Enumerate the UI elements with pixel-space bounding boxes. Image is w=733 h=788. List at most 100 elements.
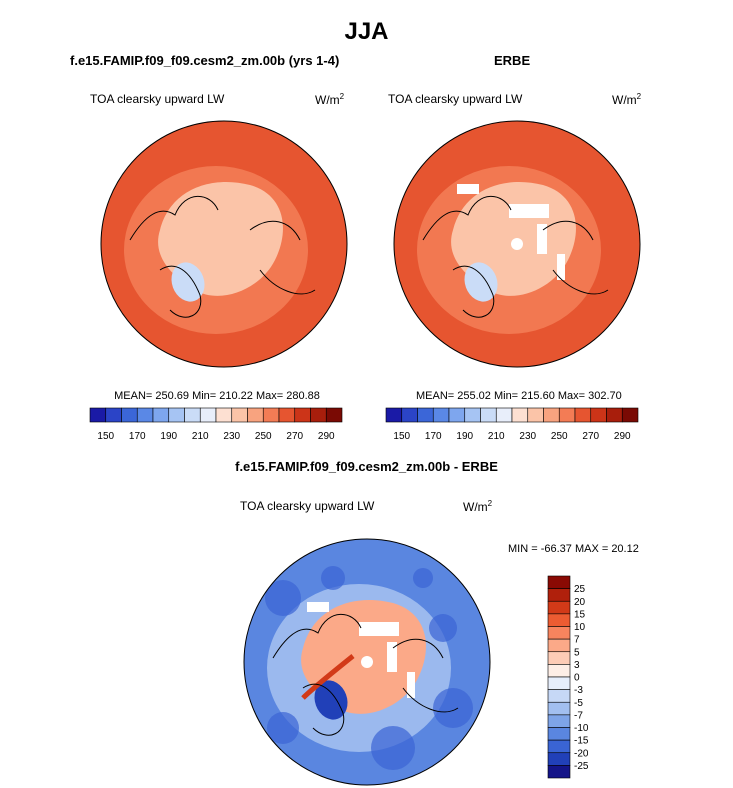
colorbar-swatch-2 — [417, 407, 434, 423]
map-border — [100, 120, 348, 368]
colorbar-swatch-14 — [606, 407, 623, 423]
panel1-units: W/m2 — [315, 92, 345, 107]
colorbar-swatch-4 — [547, 626, 571, 640]
field-patch-6 — [413, 568, 433, 588]
panel3-title: f.e15.FAMIP.f09_f09.cesm2_zm.00b - ERBE — [235, 459, 498, 474]
colorbar-swatch-7 — [547, 664, 571, 678]
colorbar-tick-label: 250 — [255, 431, 272, 442]
colorbar-tick-label: 210 — [192, 431, 209, 442]
colorbar-tick-label: 230 — [519, 431, 536, 442]
colorbar-swatch-6 — [480, 407, 497, 423]
colorbar-tick-label: 270 — [286, 431, 303, 442]
colorbar-tick-label: -7 — [574, 710, 583, 721]
colorbar-swatch-12 — [574, 407, 592, 423]
field-patch-2 — [433, 688, 473, 728]
colorbar-tick-label: 170 — [129, 431, 146, 442]
panel2-units: W/m2 — [612, 92, 642, 107]
panel1-title: f.e15.FAMIP.f09_f09.cesm2_zm.00b (yrs 1-… — [70, 53, 340, 68]
field-patch-3 — [267, 712, 299, 744]
colorbar-swatch-9 — [547, 689, 571, 703]
field-patch-5 — [321, 566, 345, 590]
panel1-variable-label: TOA clearsky upward LW — [90, 92, 225, 106]
colorbar-swatch-0 — [89, 407, 107, 423]
colorbar-tick-label: 290 — [614, 431, 631, 442]
colorbar-swatch-7 — [199, 407, 217, 423]
panel2-variable-label: TOA clearsky upward LW — [388, 92, 523, 106]
colorbar-swatch-5 — [464, 407, 481, 423]
colorbar-tick-label: 25 — [574, 584, 586, 595]
colorbar-tick-label: 170 — [425, 431, 442, 442]
colorbar-tick-label: 150 — [393, 431, 410, 442]
panel2-colorbar: 150 170 190 210 230 250 270 290 — [385, 407, 639, 442]
map-border — [393, 120, 641, 368]
colorbar-tick-label: 10 — [574, 622, 586, 633]
colorbar-tick-label: 3 — [574, 660, 580, 671]
colorbar-swatch-15 — [621, 407, 639, 423]
colorbar-swatch-5 — [547, 638, 571, 653]
colorbar-swatch-15 — [325, 407, 343, 423]
panel3-stats: MIN = -66.37 MAX = 20.12 — [508, 543, 639, 555]
pole-gap — [361, 656, 373, 668]
colorbar-swatch-1 — [401, 407, 418, 423]
colorbar-swatch-13 — [590, 407, 607, 423]
field-warm-ridge — [301, 654, 355, 700]
colorbar-swatch-11 — [547, 714, 571, 728]
colorbar-tick-label: 250 — [551, 431, 568, 442]
colorbar-swatch-14 — [547, 752, 571, 766]
panel3-polar-map — [243, 538, 491, 786]
coastlines — [422, 195, 609, 318]
colorbar-swatch-6 — [184, 407, 201, 423]
coastlines — [272, 613, 459, 736]
colorbar-swatch-0 — [385, 407, 403, 423]
map-field — [394, 121, 640, 367]
colorbar-swatch-0 — [547, 575, 571, 589]
missing-data-2 — [457, 184, 479, 194]
colorbar-swatch-6 — [547, 651, 571, 665]
field-greenland — [314, 680, 348, 720]
colorbar-swatch-9 — [527, 407, 544, 423]
colorbar-swatch-10 — [247, 407, 264, 423]
colorbar-swatch-11 — [558, 407, 576, 423]
colorbar-swatch-13 — [547, 739, 571, 754]
colorbar-swatch-13 — [294, 407, 311, 423]
colorbar-swatch-8 — [511, 407, 529, 423]
colorbar-swatch-3 — [136, 407, 154, 423]
field-patch-1 — [429, 614, 457, 642]
colorbar-tick-label: 0 — [574, 673, 580, 684]
colorbar-swatch-4 — [448, 407, 466, 423]
colorbar-tick-label: 270 — [582, 431, 599, 442]
panel3-variable-label: TOA clearsky upward LW — [240, 499, 375, 513]
colorbar-swatch-14 — [310, 407, 327, 423]
missing-data-2 — [307, 602, 329, 612]
colorbar-swatch-5 — [168, 407, 185, 423]
field-greenland — [464, 262, 498, 302]
missing-data-3 — [407, 672, 415, 698]
colorbar-tick-label: -25 — [574, 761, 589, 772]
colorbar-tick-label: -20 — [574, 748, 589, 759]
coastlines — [129, 195, 316, 318]
missing-data-3 — [557, 254, 565, 280]
panel1-stats: MEAN= 250.69 Min= 210.22 Max= 280.88 — [114, 390, 320, 402]
colorbar-tick-label: 190 — [160, 431, 177, 442]
colorbar-swatch-2 — [547, 600, 571, 615]
colorbar-swatch-15 — [547, 765, 571, 779]
missing-data-1 — [537, 224, 547, 254]
missing-data-0 — [509, 204, 549, 218]
colorbar-swatch-10 — [543, 407, 560, 423]
colorbar-tick-label: 210 — [488, 431, 505, 442]
colorbar-swatch-10 — [547, 701, 571, 716]
colorbar-tick-label: 230 — [223, 431, 240, 442]
map-field — [244, 539, 490, 785]
colorbar-swatch-12 — [547, 727, 571, 741]
colorbar-swatch-8 — [547, 676, 571, 690]
panel3-units: W/m2 — [463, 499, 493, 514]
panel2-title: ERBE — [494, 53, 531, 68]
field-greenland — [171, 262, 205, 302]
colorbar-swatch-4 — [152, 407, 170, 423]
panel2-polar-map — [393, 120, 641, 368]
colorbar-tick-label: -15 — [574, 736, 589, 747]
colorbar-tick-label: -5 — [574, 698, 583, 709]
missing-data-0 — [359, 622, 399, 636]
panel1-colorbar: 150 170 190 210 230 250 270 290 — [89, 407, 343, 442]
